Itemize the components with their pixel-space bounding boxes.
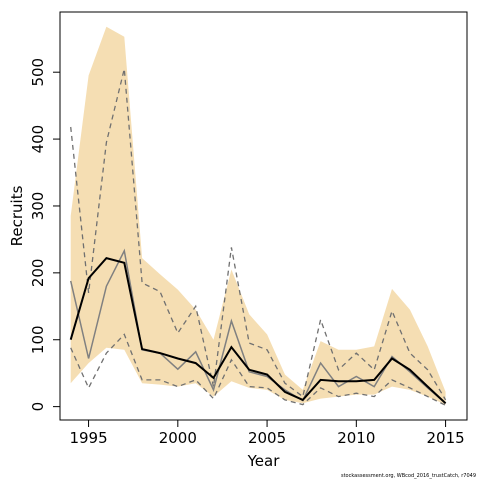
y-tick-label: 0 [29,402,47,412]
y-tick-label: 100 [29,325,47,354]
series-lines [69,68,447,406]
confidence-band-area [70,26,446,405]
x-tick-label: 2005 [248,429,286,447]
x-tick-label: 2015 [426,429,464,447]
y-axis-label: Recruits [8,185,26,246]
x-tick-label: 2010 [337,429,375,447]
y-tick-label: 200 [29,259,47,288]
series-line-0 [69,256,447,405]
y-tick-label: 300 [29,192,47,221]
x-tick-label: 1995 [69,429,107,447]
y-tick-label: 400 [29,125,47,154]
x-tick-label: 2000 [159,429,197,447]
footnote: stockassessment.org, WBcod_2016_trustCat… [341,473,476,479]
y-tick-label: 500 [29,58,47,87]
y-axis: 0 100 200 300 400 500 [29,58,61,412]
series-line-1 [69,248,447,404]
x-axis: 1995 2000 2005 2010 2015 [69,419,465,447]
confidence-band [70,26,446,405]
series-line-2 [70,68,447,401]
x-axis-label: Year [247,452,281,470]
